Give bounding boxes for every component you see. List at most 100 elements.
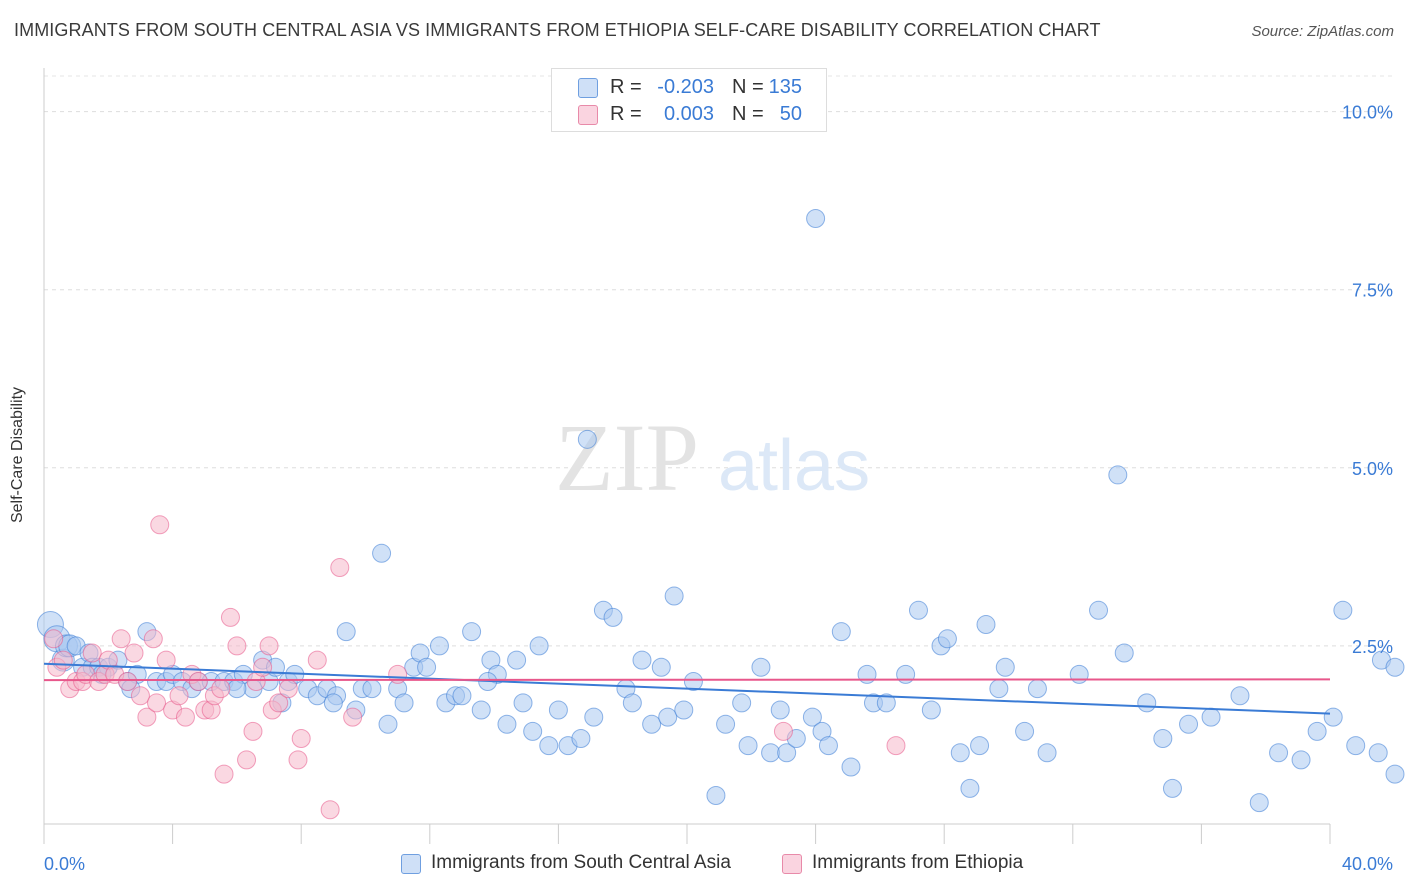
point-south-central-asia <box>777 743 797 763</box>
point-south-central-asia <box>417 657 437 677</box>
point-south-central-asia <box>1153 729 1173 749</box>
legend-label: Immigrants from South Central Asia <box>431 852 731 873</box>
point-south-central-asia <box>1385 764 1405 784</box>
point-ethiopia <box>147 693 167 713</box>
gridlines <box>44 75 1395 647</box>
point-south-central-asia <box>658 707 678 727</box>
point-ethiopia <box>130 686 150 706</box>
point-south-central-asia <box>362 679 382 699</box>
n-value: 135 <box>768 76 802 98</box>
point-ethiopia <box>211 679 231 699</box>
watermark-atlas: atlas <box>718 426 870 506</box>
legend-swatch-ethiopia <box>782 854 802 874</box>
point-south-central-asia <box>1385 657 1405 677</box>
point-south-central-asia <box>976 615 996 635</box>
point-south-central-asia <box>960 778 980 798</box>
point-ethiopia <box>343 707 363 727</box>
point-south-central-asia <box>1333 600 1353 620</box>
stats-row-south-central-asia: R = -0.203 N = 135 <box>552 74 826 100</box>
r-label: R = <box>610 103 642 125</box>
point-south-central-asia <box>857 664 877 684</box>
point-south-central-asia <box>632 650 652 670</box>
x-tick-label: 40.0% <box>1342 854 1393 874</box>
y-tick-label: 2.5% <box>1352 637 1393 657</box>
point-ethiopia <box>82 643 102 663</box>
y-tick-label: 10.0% <box>1342 103 1393 123</box>
point-ethiopia <box>118 672 138 692</box>
point-ethiopia <box>214 764 234 784</box>
point-south-central-asia <box>806 208 826 228</box>
point-south-central-asia <box>323 693 343 713</box>
point-south-central-asia <box>802 707 822 727</box>
point-south-central-asia <box>738 736 758 756</box>
point-south-central-asia <box>950 743 970 763</box>
r-value: -0.203 <box>657 76 714 98</box>
point-south-central-asia <box>1069 664 1089 684</box>
point-south-central-asia <box>664 586 684 606</box>
series-south-central-asia <box>36 208 1405 813</box>
legend-item-south-central-asia[interactable]: Immigrants from South Central Asia <box>401 852 761 876</box>
legend-item-ethiopia[interactable]: Immigrants from Ethiopia <box>782 852 1052 876</box>
r-label: R = <box>610 76 642 98</box>
point-south-central-asia <box>818 736 838 756</box>
point-ethiopia <box>227 636 247 656</box>
point-south-central-asia <box>548 700 568 720</box>
point-south-central-asia <box>1137 693 1157 713</box>
point-south-central-asia <box>995 657 1015 677</box>
point-south-central-asia <box>1249 793 1269 813</box>
trendline-south-central-asia <box>43 662 1331 715</box>
source-credit: Source: ZipAtlas.com <box>1251 23 1394 40</box>
point-south-central-asia <box>716 714 736 734</box>
point-south-central-asia <box>394 693 414 713</box>
point-south-central-asia <box>603 607 623 627</box>
point-south-central-asia <box>761 743 781 763</box>
point-south-central-asia <box>841 757 861 777</box>
point-ethiopia <box>330 558 350 578</box>
y-tick-label: 7.5% <box>1352 281 1393 301</box>
point-ethiopia <box>291 729 311 749</box>
point-south-central-asia <box>751 657 771 677</box>
point-south-central-asia <box>921 700 941 720</box>
point-south-central-asia <box>1201 707 1221 727</box>
point-south-central-asia <box>1015 721 1035 741</box>
point-south-central-asia <box>732 693 752 713</box>
point-south-central-asia <box>1037 743 1057 763</box>
legend-swatch-south-central-asia <box>578 78 598 98</box>
point-south-central-asia <box>1230 686 1250 706</box>
point-south-central-asia <box>507 650 527 670</box>
point-ethiopia <box>137 707 157 727</box>
point-south-central-asia <box>651 657 671 677</box>
point-south-central-asia <box>523 721 543 741</box>
point-ethiopia <box>53 650 73 670</box>
point-south-central-asia <box>622 693 642 713</box>
point-south-central-asia <box>1027 679 1047 699</box>
chart-title: IMMIGRANTS FROM SOUTH CENTRAL ASIA VS IM… <box>14 20 1101 40</box>
x-tick-label: 0.0% <box>44 854 85 874</box>
point-south-central-asia <box>539 736 559 756</box>
point-ethiopia <box>124 643 144 663</box>
legend-label: Immigrants from Ethiopia <box>812 852 1024 873</box>
point-ethiopia <box>278 679 298 699</box>
point-south-central-asia <box>336 622 356 642</box>
r-value: 0.003 <box>663 103 714 125</box>
point-south-central-asia <box>571 729 591 749</box>
point-south-central-asia <box>896 664 916 684</box>
point-ethiopia <box>320 800 340 820</box>
point-south-central-asia <box>471 700 491 720</box>
point-ethiopia <box>259 636 279 656</box>
point-ethiopia <box>886 736 906 756</box>
point-south-central-asia <box>577 429 597 449</box>
point-south-central-asia <box>1162 778 1182 798</box>
point-ethiopia <box>143 629 163 649</box>
point-south-central-asia <box>674 700 694 720</box>
point-south-central-asia <box>1368 743 1388 763</box>
point-ethiopia <box>237 750 257 770</box>
y-tick-label: 5.0% <box>1352 459 1393 479</box>
point-south-central-asia <box>1323 707 1343 727</box>
point-south-central-asia <box>1089 600 1109 620</box>
point-ethiopia <box>175 707 195 727</box>
legend-swatch-ethiopia <box>578 105 598 125</box>
point-south-central-asia <box>452 686 472 706</box>
axes <box>43 68 1331 844</box>
point-south-central-asia <box>1179 714 1199 734</box>
